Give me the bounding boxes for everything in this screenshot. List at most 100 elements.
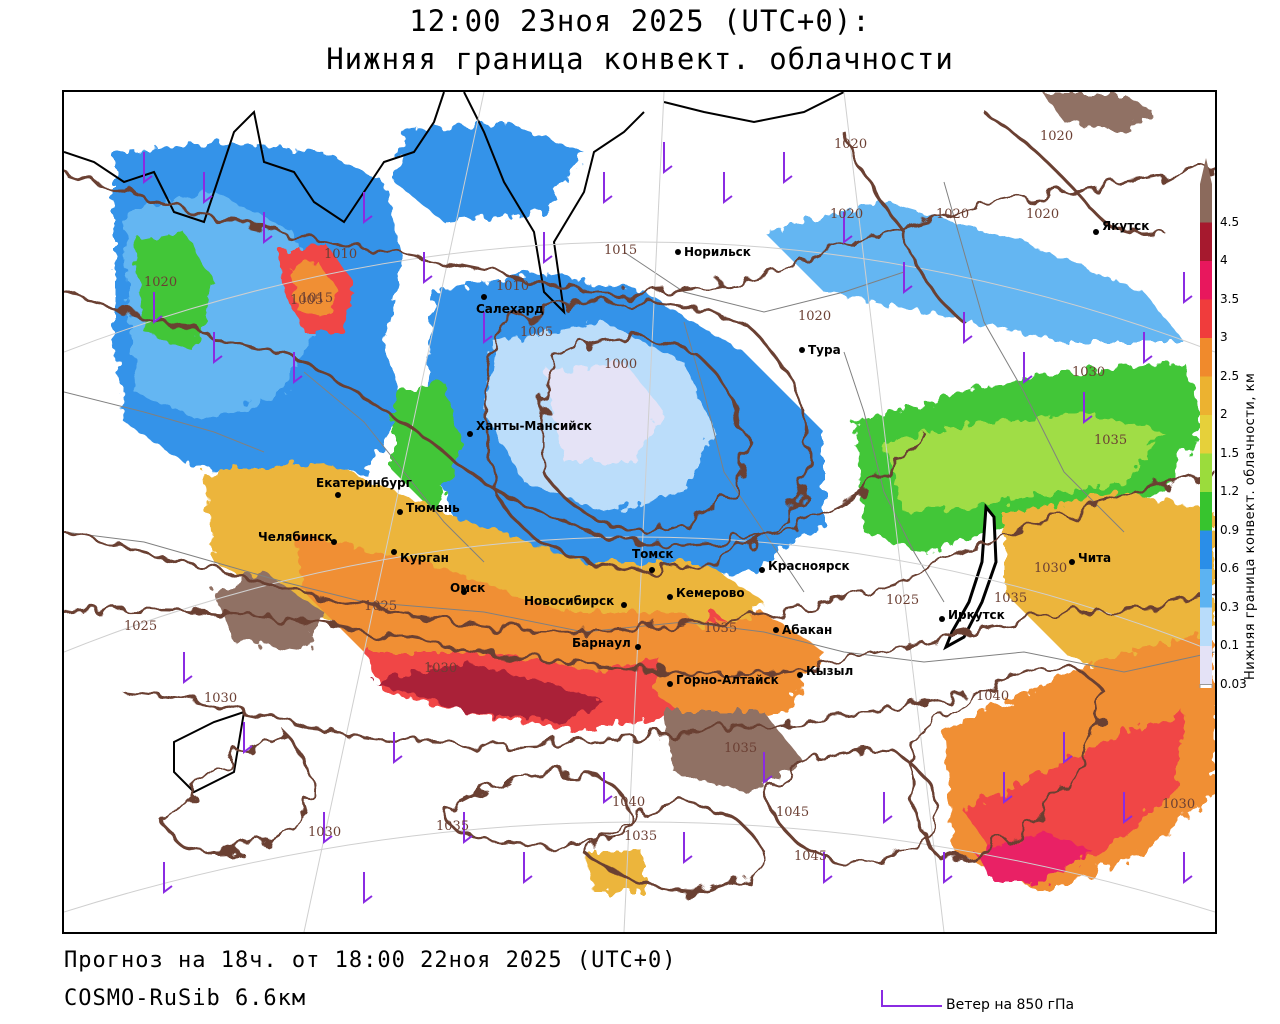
city-dot (797, 672, 803, 678)
city-label: Ханты-Мансийск (476, 419, 592, 433)
isobar-label: 1030 (1034, 561, 1067, 576)
isobar-label: 1010 (496, 279, 529, 294)
city-label: Норильск (684, 245, 751, 259)
cloud-ural-orange (289, 262, 339, 317)
colorbar-tick-label: 3 (1220, 330, 1228, 344)
cloud-south-orange (654, 612, 824, 732)
isobar-label: 1030 (1072, 365, 1105, 380)
isobar-label: 1030 (1162, 797, 1195, 812)
isobar-label: 1010 (324, 247, 357, 262)
isobar-label: 1020 (834, 137, 867, 152)
isobar-label: 1020 (1040, 129, 1073, 144)
map-canvas: 1020 1020 1020 1020 1020 1015 1010 1010 1005 1000… (64, 92, 1215, 932)
colorbar-tick-label: 0.03 (1220, 676, 1247, 691)
forecast-info: Прогноз на 18ч. от 18:00 22ноя 2025 (UTC… (64, 948, 677, 973)
colorbar-tick-label: 0.1 (1220, 638, 1240, 652)
city-label: Курган (400, 551, 449, 565)
city-label: Чита (1078, 551, 1111, 565)
legend-title: Нижняя граница конвект. облачности, км (1243, 372, 1258, 680)
city-dot (621, 602, 627, 608)
city-dot (391, 549, 397, 555)
city-dot (649, 567, 655, 573)
cloud-east-yellow (1004, 492, 1214, 692)
city-label: Томск (632, 547, 674, 561)
isobar-label: 1020 (144, 275, 177, 290)
isobar-label: 1045 (776, 805, 809, 820)
isobar-label: 1030 (204, 691, 237, 706)
isobar-label: 1035 (1094, 433, 1127, 448)
city-dot (1093, 229, 1099, 235)
colorbar-tick-label: 4 (1220, 253, 1228, 267)
city-dot (667, 594, 673, 600)
isobar-label: 1035 (704, 621, 737, 636)
cloud-band-crimson (374, 662, 604, 722)
colorbar-tick-label: 3.5 (1220, 291, 1240, 306)
colorbar-swatch (1200, 569, 1212, 608)
wind-barbs (143, 142, 1193, 904)
isobars (64, 110, 1215, 894)
cloud-south-brown (664, 712, 804, 792)
city-dot (675, 249, 681, 255)
city-dot (1069, 559, 1075, 565)
isobar-labels: 1020 1020 1020 1020 1020 1015 1010 1010 1005 1000… (124, 129, 1195, 864)
isobar-label: 1025 (124, 619, 157, 634)
isobar-label: 1000 (604, 357, 637, 372)
city-dot (461, 589, 467, 595)
colorbar-swatch (1200, 415, 1212, 454)
wind-legend-label: Ветер на 850 гПа (946, 997, 1075, 1013)
city-label: Новосибирск (524, 594, 614, 608)
city-label: Горно-Алтайск (676, 673, 779, 687)
title-line-1: 12:00 23ноя 2025 (UTC+0): (409, 4, 871, 38)
colorbar-swatch (1200, 376, 1212, 415)
colorbar-top-arrow (1200, 158, 1212, 184)
title-line-2: Нижняя граница конвект. облачности (326, 42, 954, 76)
colorbar-tick-label: 2.5 (1220, 368, 1240, 383)
isobar-label: 1035 (994, 591, 1027, 606)
isobar-label: 1020 (936, 207, 969, 222)
colorbar-swatch (1200, 261, 1212, 300)
city-label: Салехард (476, 302, 544, 316)
city-dot (335, 492, 341, 498)
isobar-label: 1025 (364, 599, 397, 614)
isobar-label: 1020 (1026, 207, 1059, 222)
colorbar-tick-label: 1.5 (1220, 445, 1240, 460)
isobar-label: 1005 (520, 325, 553, 340)
city-label: Кемерово (676, 586, 745, 600)
city-dot (467, 431, 473, 437)
city-label: Тюмень (406, 501, 460, 515)
wind-legend: Ветер на 850 гПа (878, 988, 1138, 1016)
city-dot (939, 616, 945, 622)
city-label: Барнаул (572, 636, 631, 650)
city-label: Челябинск (258, 530, 333, 544)
cities: Норильск Якутск Салехард Тура Ханты-Мансийск… (258, 219, 1149, 687)
city-label: Екатеринбург (316, 476, 412, 490)
colorbar-tick-label: 1.2 (1220, 484, 1240, 498)
city-dot (773, 627, 779, 633)
isobar-label: 1045 (794, 849, 827, 864)
city-label: Омск (450, 581, 485, 595)
city-label: Красноярск (768, 559, 850, 573)
city-label: Кызыл (806, 664, 853, 678)
isobar-label: 1020 (798, 309, 831, 324)
colorbar-swatch (1200, 530, 1212, 569)
model-info: COSMO-RuSib 6.6км (64, 986, 307, 1011)
city-dot (635, 644, 641, 650)
isobar-label: 1030 (308, 825, 341, 840)
isobar-label: 1015 (604, 243, 637, 258)
colorbar-swatch (1200, 646, 1212, 685)
colorbar-swatch (1200, 184, 1212, 223)
isobar-label: 1040 (612, 795, 645, 810)
colorbar-swatch (1200, 222, 1212, 261)
city-label: Якутск (1102, 219, 1149, 233)
cloud-band-green (394, 382, 464, 512)
isobar-label: 1035 (724, 741, 757, 756)
isobar-label: 1015 (300, 291, 333, 306)
forecast-map: 1020 1020 1020 1020 1020 1015 1010 1010 1005 1000… (62, 90, 1217, 934)
isobar-label: 1040 (976, 689, 1009, 704)
wind-barb-icon (881, 990, 942, 1007)
admin-borders (64, 181, 1215, 673)
colorbar-swatch (1200, 607, 1212, 646)
city-dot (667, 681, 673, 687)
isobar-label: 1025 (886, 593, 919, 608)
city-dot (759, 567, 765, 573)
